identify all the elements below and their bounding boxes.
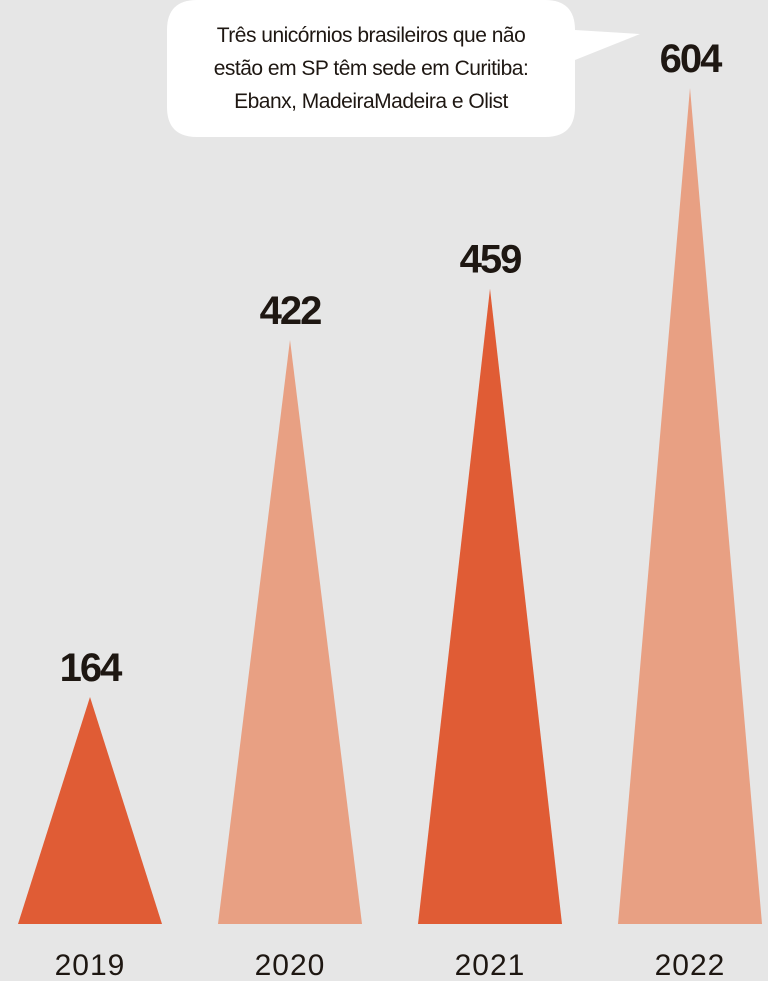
- x-tick-label: 2019: [55, 949, 126, 981]
- x-tick-label: 2020: [255, 949, 326, 981]
- value-label: 604: [660, 37, 723, 81]
- annotation-line: Ebanx, MadeiraMadeira e Olist: [234, 90, 508, 113]
- value-label: 422: [260, 289, 321, 333]
- x-tick-label: 2021: [455, 949, 526, 981]
- annotation-line: estão em SP têm sede em Curitiba:: [214, 57, 529, 80]
- triangle-bar: [418, 288, 562, 924]
- speech-bubble: [167, 0, 640, 137]
- triangle-bar: [218, 339, 362, 924]
- triangle-bar: [18, 697, 162, 924]
- triangle-bar: [618, 88, 762, 924]
- x-tick-label: 2022: [655, 949, 726, 981]
- annotation-line: Três unicórnios brasileiros que não: [217, 24, 526, 47]
- value-label: 164: [60, 646, 123, 690]
- value-label: 459: [460, 238, 521, 282]
